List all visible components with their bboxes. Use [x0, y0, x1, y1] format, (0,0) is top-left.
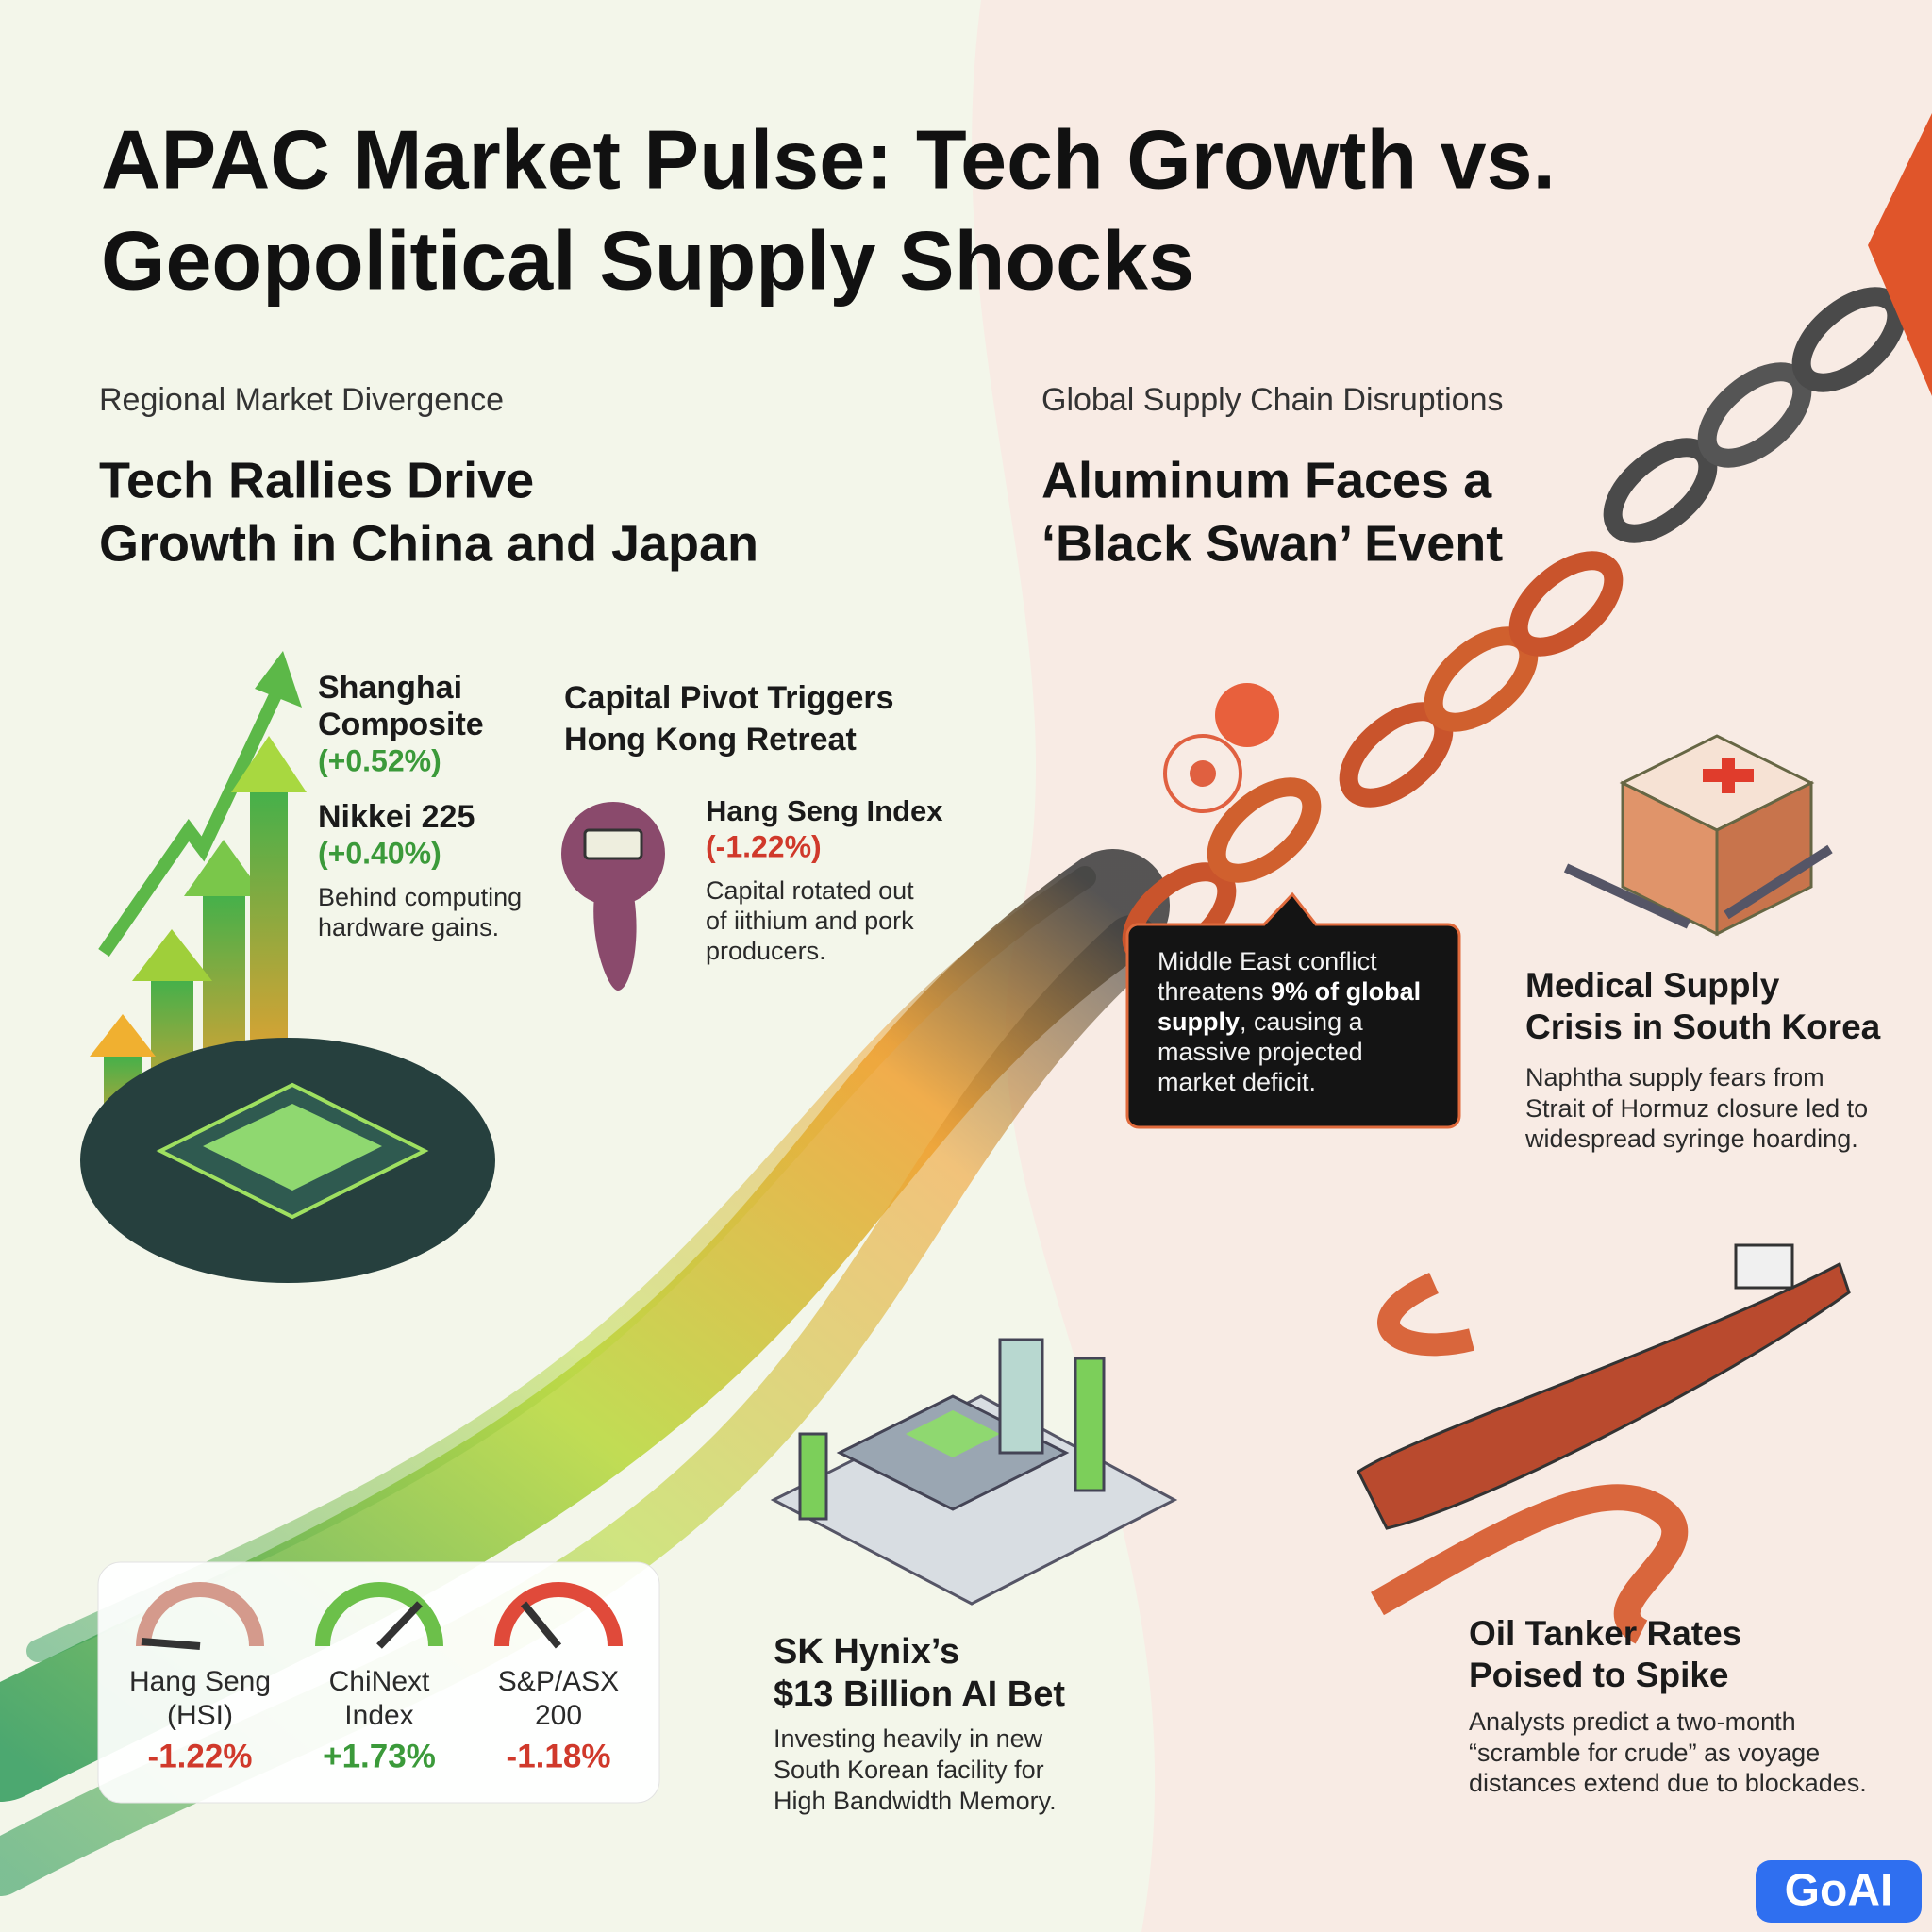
note: High Bandwidth Memory. [774, 1787, 1057, 1815]
callout-emphasis: 9% of global [1271, 977, 1421, 1006]
section-label: Regional Market Divergence [99, 382, 504, 418]
oil-tanker-icon [1357, 1243, 1851, 1644]
callout-text: , causing a [1240, 1008, 1364, 1036]
gauge-label: Hang Seng [129, 1666, 271, 1697]
headline: Tech Rallies Drive [99, 452, 534, 508]
index-name: Nikkei 225 [318, 799, 475, 835]
logo-badge [1756, 1860, 1922, 1923]
title-line: APAC Market Pulse: Tech Growth vs. [101, 112, 1556, 206]
medical-kit-icon [1563, 734, 1833, 937]
factory-icon [770, 1338, 1178, 1606]
subheadline: Medical Supply [1525, 966, 1780, 1005]
broken-chain [1122, 113, 1932, 968]
gauge-label: ChiNext [329, 1666, 430, 1697]
note: producers. [706, 937, 826, 965]
callout-line: Middle East conflict [1158, 947, 1377, 975]
headline: Aluminum Faces a [1041, 452, 1492, 508]
section-label: Global Supply Chain Disruptions [1041, 382, 1503, 418]
gauge-panel [97, 1561, 660, 1804]
note: Investing heavily in new [774, 1724, 1043, 1753]
callout-text: Middle East conflict [1158, 947, 1377, 975]
note: hardware gains. [318, 913, 499, 941]
subheadline: SK Hynix’s [774, 1632, 959, 1672]
title-line: Geopolitical Supply Shocks [101, 213, 1194, 307]
callout-line: market deficit. [1158, 1068, 1316, 1096]
gauge-label: (HSI) [167, 1700, 233, 1731]
index-change: (-1.22%) [706, 829, 822, 863]
subheadline: Hong Kong Retreat [564, 722, 857, 758]
money-drop-icon [561, 802, 665, 991]
headline: Growth in China and Japan [99, 515, 758, 572]
note: Analysts predict a two-month [1469, 1707, 1796, 1736]
gauge-label: S&P/ASX [498, 1666, 619, 1697]
callout-text: massive projected [1158, 1038, 1363, 1066]
note: widespread syringe hoarding. [1524, 1124, 1858, 1153]
callout-line: supply, causing a [1158, 1008, 1364, 1036]
gauge-dials [136, 1582, 623, 1650]
index-change: (+0.52%) [318, 743, 441, 777]
gauge-label: Index [344, 1700, 413, 1731]
note: South Korean facility for [774, 1756, 1044, 1784]
note: Naphtha supply fears from [1525, 1063, 1824, 1091]
index-name: Composite [318, 707, 484, 742]
note: Behind computing [318, 883, 522, 911]
subheadline: Oil Tanker Rates [1469, 1614, 1741, 1653]
chip-board [80, 1038, 495, 1283]
subheadline: Capital Pivot Triggers [564, 680, 894, 716]
callout-line: threatens 9% of global [1158, 977, 1421, 1006]
callout-text: threatens [1158, 977, 1271, 1006]
index-change: (+0.40%) [318, 836, 441, 870]
note: “scramble for crude” as voyage [1469, 1739, 1820, 1767]
gauge-value: +1.73% [323, 1738, 436, 1774]
gauge-value: -1.18% [507, 1738, 611, 1774]
gauge-value: -1.22% [148, 1738, 253, 1774]
callout-box [1125, 891, 1461, 1129]
note: Strait of Hormuz closure led to [1525, 1094, 1868, 1123]
note: distances extend due to blockades. [1469, 1769, 1867, 1797]
callout-emphasis: supply [1158, 1008, 1240, 1036]
callout-line: massive projected [1158, 1038, 1363, 1066]
headline: ‘Black Swan’ Event [1041, 515, 1503, 572]
note: of iithium and pork [706, 907, 914, 935]
subheadline: Poised to Spike [1469, 1656, 1729, 1694]
callout-text: market deficit. [1158, 1068, 1316, 1096]
subheadline: Crisis in South Korea [1525, 1008, 1881, 1046]
gauge-label: 200 [535, 1700, 582, 1731]
index-name: Shanghai [318, 670, 462, 706]
note: Capital rotated out [706, 876, 914, 905]
logo-text: GoAI [1785, 1866, 1893, 1916]
index-name: Hang Seng Index [706, 794, 943, 827]
subheadline: $13 Billion AI Bet [774, 1674, 1065, 1714]
